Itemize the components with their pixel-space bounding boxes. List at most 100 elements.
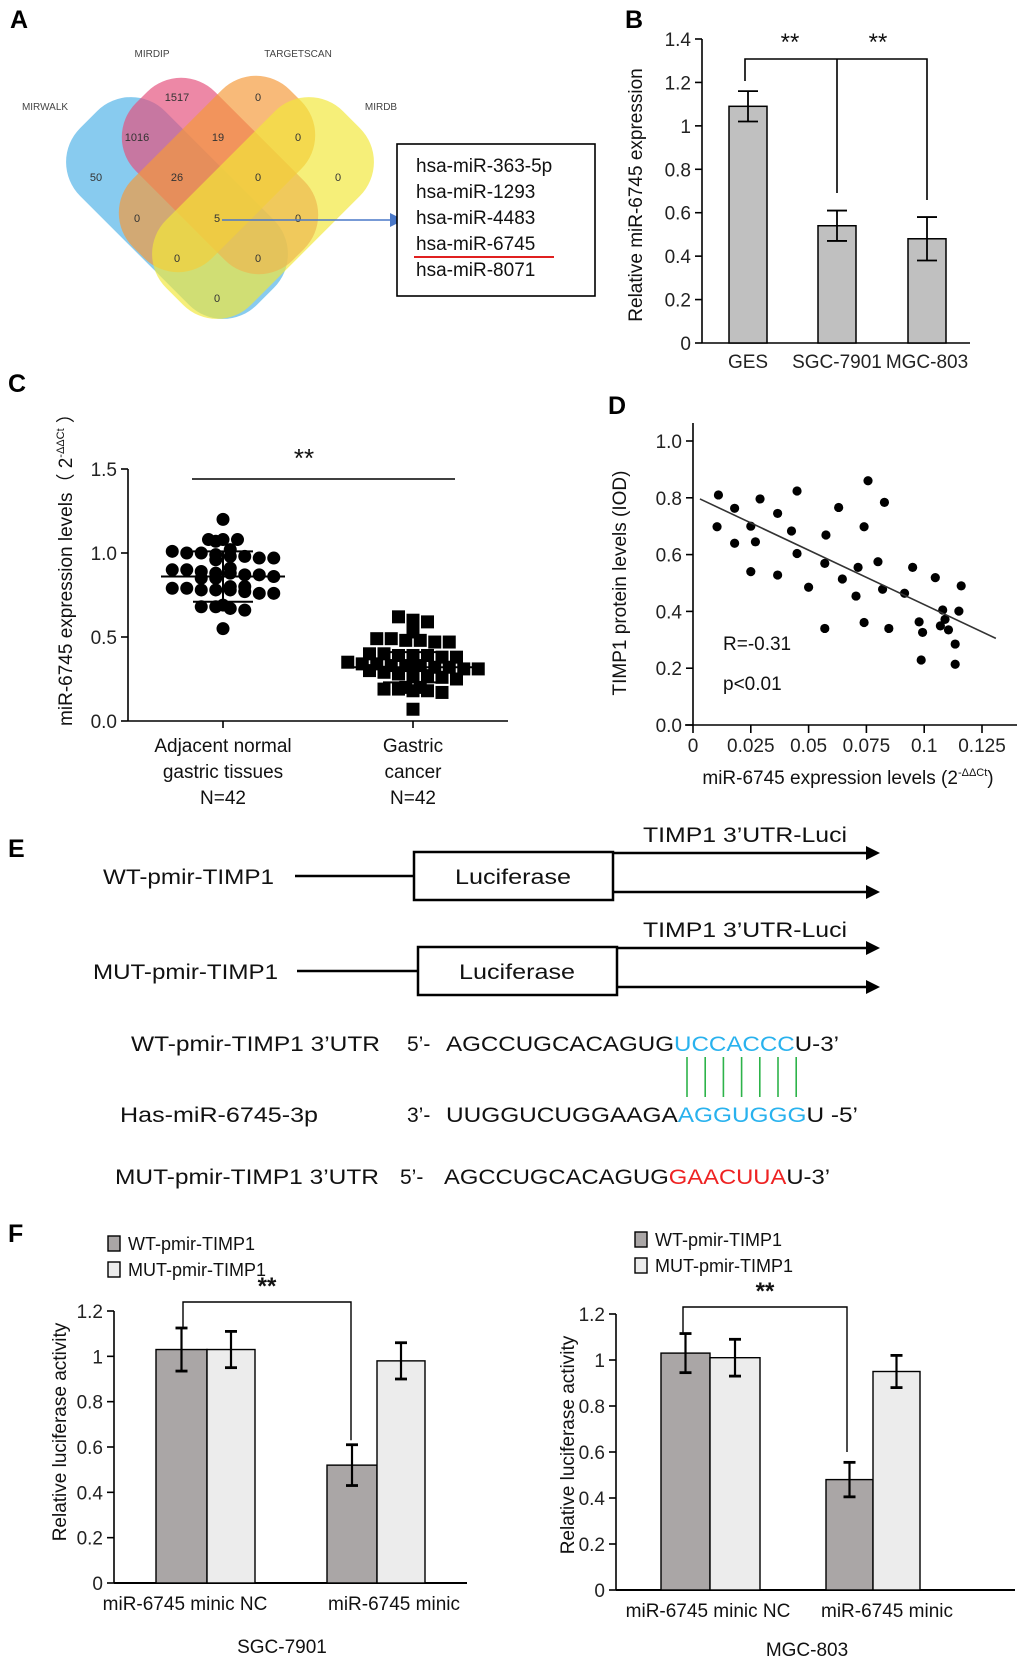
x-tick-label: 0 [688, 736, 699, 757]
data-point [935, 621, 945, 631]
data-point [471, 662, 485, 676]
mirna-sequence: UUGGUCUGGAAGA AGGUGGG U -5’ [446, 1104, 858, 1127]
mut-sequence-label: MUT-pmir-TIMP1 3’UTR [115, 1166, 379, 1189]
y-tick-label: 1.0 [91, 544, 117, 565]
y-tick-label: 0.5 [91, 628, 117, 649]
y-tick-label: 0.4 [77, 1483, 104, 1504]
panel-label-b: B [625, 6, 643, 34]
x-category-label: miR-6745 minic NC [626, 1601, 791, 1622]
seed-site: GAACUUA [669, 1166, 787, 1189]
data-point [377, 682, 391, 696]
data-point [363, 647, 376, 661]
data-point [384, 659, 398, 673]
data-point [435, 685, 449, 699]
x-axis-label-sup: -ΔΔCt [958, 767, 987, 779]
data-point [884, 623, 894, 634]
chart-c: 0.0 0.5 1.0 1.5 Adjacent normal gastric tissu… [55, 404, 508, 809]
result-box [396, 143, 596, 297]
data-point [180, 581, 194, 595]
chart-title: SGC-7901 [237, 1637, 327, 1658]
arrow-head-icon [866, 941, 880, 955]
y-axis-label-end: ） [55, 404, 77, 428]
y-tick-label: 0.4 [656, 602, 683, 623]
venn-region-count: 0 [174, 253, 180, 265]
y-tick-label: 0.6 [656, 546, 682, 567]
x-axis-label: miR-6745 expression levels (2-ΔΔCt) [702, 767, 993, 789]
x-tick-label: 0.025 [727, 736, 775, 757]
y-tick-label: 0 [92, 1574, 103, 1595]
significance-bracket [682, 1306, 848, 1452]
y-tick-label: 0.8 [656, 489, 682, 510]
data-point [165, 544, 179, 558]
panel-label-c: C [8, 370, 26, 398]
luciferase-box [412, 850, 615, 902]
bar [206, 1348, 256, 1584]
venn-set-label: MIRDIP [135, 49, 170, 60]
data-point [712, 522, 722, 532]
data-point [956, 581, 966, 591]
data-point [943, 625, 954, 635]
y-tick-label: 0.4 [579, 1489, 606, 1510]
y-tick-label: 0.2 [579, 1535, 605, 1556]
data-point [773, 570, 783, 580]
data-point [238, 568, 252, 582]
venn-region-count: 26 [171, 172, 183, 184]
y-axis-label-main: miR-6745 expression levels（ 2 [55, 458, 77, 726]
venn-diagram: MIRWALK MIRDIP TARGETSCAN MIRDB 1517 0 1016 19 0… [22, 49, 404, 319]
arrow-head-icon [866, 980, 880, 994]
y-tick-label: 0.2 [656, 659, 682, 680]
y-tick-label: 1.2 [77, 1302, 103, 1323]
data-point [377, 647, 391, 661]
venn-set-mirdb [152, 97, 374, 319]
data-point [954, 606, 964, 616]
y-tick-label: 1 [680, 117, 691, 138]
y-tick-label: 0.4 [665, 247, 692, 268]
data-point [180, 563, 194, 577]
venn-region-count: 19 [212, 132, 224, 144]
chart-f-sgc-7901: WT-pmir-TIMP1 MUT-pmir-TIMP1 0 0.2 0.4 0.6 0.8… [50, 1234, 467, 1658]
x-category-label: N=42 [200, 788, 246, 809]
chart-b: 0 0.2 0.4 0.6 0.8 1 1.2 1.4 GES SGC-7901 MGC-803 **… [626, 29, 970, 373]
legend-swatch [634, 1257, 648, 1274]
data-point [442, 635, 456, 649]
legend-label: WT-pmir-TIMP1 [655, 1230, 782, 1250]
significance-bracket [182, 1301, 352, 1441]
arrow-head-icon [866, 846, 880, 860]
data-point [165, 581, 179, 595]
x-tick-label: GES [728, 352, 768, 373]
data-point [267, 586, 281, 600]
panel-label-a: A [10, 6, 28, 34]
data-point [238, 549, 252, 563]
x-category-label: cancer [384, 762, 442, 783]
data-point [950, 639, 960, 649]
bar [872, 1370, 921, 1591]
data-point [940, 614, 950, 624]
strand-end-label: 3’- [407, 1104, 430, 1127]
legend-swatch [107, 1261, 121, 1278]
data-point [450, 650, 463, 664]
construct-diagram: WT-pmir-TIMP1 Luciferase TIMP1 3’UTR-Luci M… [93, 824, 880, 1189]
y-tick-label: 1.5 [91, 460, 117, 481]
significance-stars: ** [781, 29, 800, 56]
y-tick-label: 0.0 [91, 712, 117, 733]
bar [817, 224, 857, 344]
data-point [786, 526, 797, 536]
sequence-part: UUGGUCUGGAAGA [446, 1104, 678, 1127]
data-point [231, 533, 244, 547]
data-point [399, 680, 413, 694]
y-axis-label: Relative luciferase activity [50, 1322, 71, 1541]
venn-region-count: 50 [90, 172, 102, 184]
y-tick-label: 0.2 [77, 1529, 103, 1550]
data-point [746, 567, 756, 577]
venn-region-count: 0 [255, 253, 261, 265]
data-point [267, 551, 281, 565]
data-point [238, 580, 252, 594]
y-tick-label: 1.2 [579, 1305, 605, 1326]
y-tick-label: 0.8 [77, 1393, 103, 1414]
data-point [209, 583, 223, 597]
y-tick-label: 0.0 [656, 716, 682, 737]
y-tick-label: 0 [594, 1581, 605, 1602]
y-axis-label: TIMP1 protein levels (IOD) [610, 471, 631, 696]
x-tick-label: MGC-803 [886, 352, 968, 373]
